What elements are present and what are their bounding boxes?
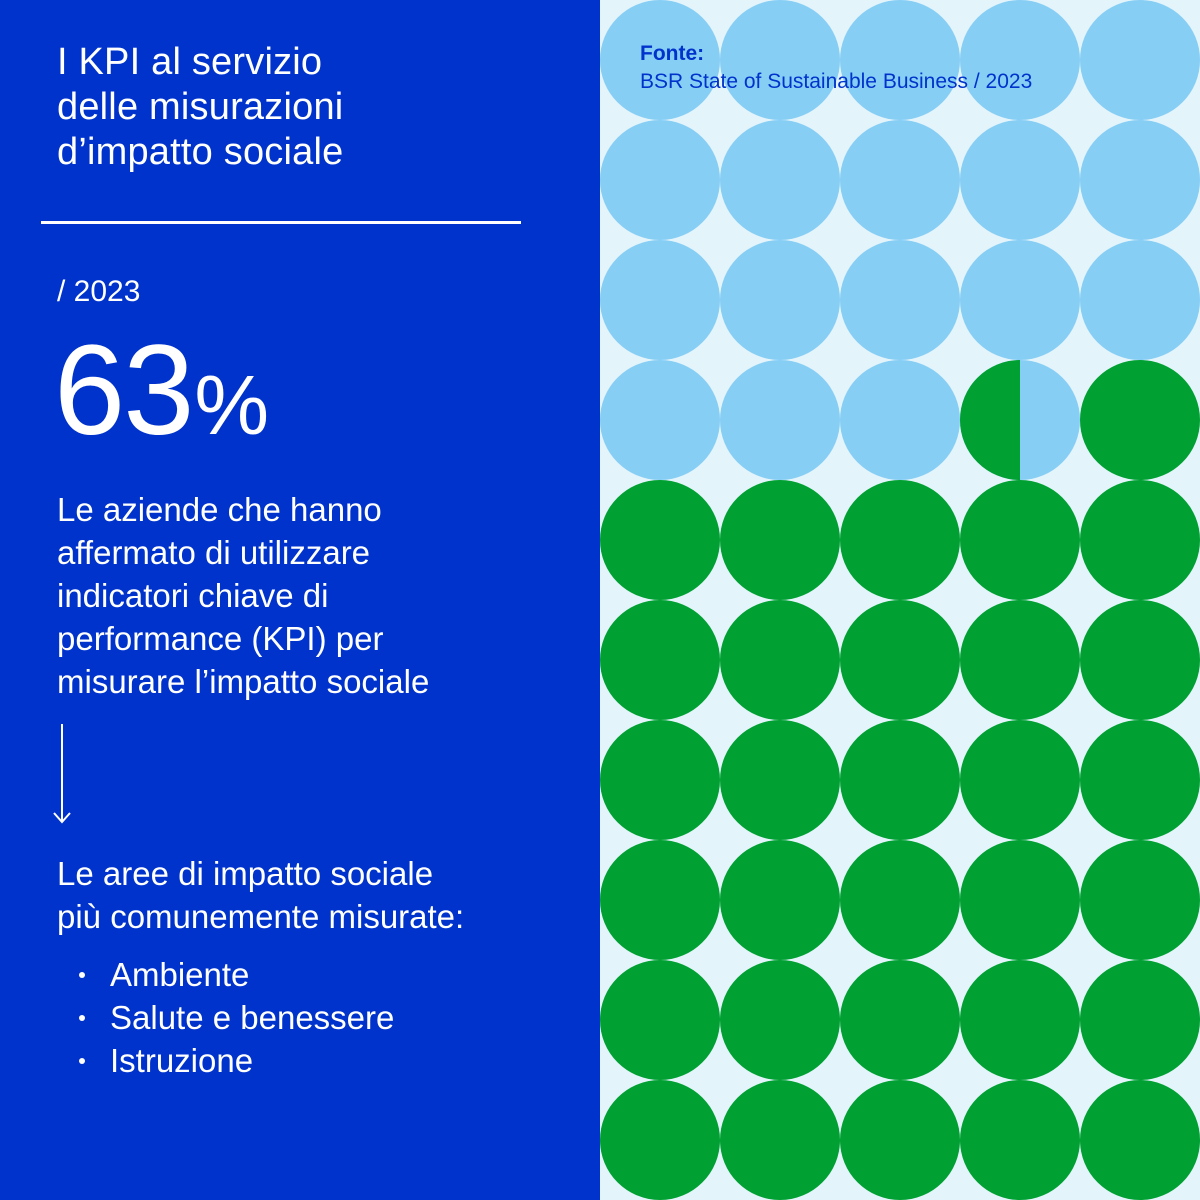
dot-filled — [960, 960, 1080, 1080]
bullet-icon — [79, 1015, 85, 1021]
areas-heading-line: più comunemente misurate: — [57, 898, 465, 935]
dot-filled — [1080, 480, 1200, 600]
dot-empty — [1080, 0, 1200, 120]
list-item-label: Ambiente — [110, 956, 250, 993]
dot-empty — [600, 240, 720, 360]
list-item: Salute e benessere — [57, 996, 394, 1039]
bullet-icon — [79, 1058, 85, 1064]
list-item-label: Istruzione — [110, 1042, 254, 1079]
dot-empty — [840, 120, 960, 240]
big-stat: 63% — [54, 326, 269, 470]
down-arrow-icon — [53, 724, 71, 824]
dot-filled — [720, 480, 840, 600]
stat-description: Le aziende che hanno affermato di utiliz… — [57, 488, 577, 703]
year-label: / 2023 — [57, 275, 141, 308]
dot-empty — [1080, 120, 1200, 240]
dot-filled — [1080, 960, 1200, 1080]
description-line: indicatori chiave di — [57, 577, 329, 614]
dot-filled — [600, 480, 720, 600]
list-item: Istruzione — [57, 1039, 394, 1082]
stat-number: 63 — [54, 319, 194, 462]
dot-filled — [720, 960, 840, 1080]
bullet-icon — [79, 972, 85, 978]
dot-filled — [600, 600, 720, 720]
dot-filled — [960, 720, 1080, 840]
dot-filled — [720, 840, 840, 960]
dot-filled — [600, 840, 720, 960]
dot-filled — [1080, 720, 1200, 840]
dot-empty — [720, 360, 840, 480]
left-panel: I KPI al servizio delle misurazioni d’im… — [41, 40, 587, 1082]
dot-filled — [720, 1080, 840, 1200]
areas-list: Ambiente Salute e benessere Istruzione — [57, 953, 394, 1082]
description-line: misurare l’impatto sociale — [57, 663, 430, 700]
title-line: I KPI al servizio — [57, 41, 323, 83]
source-label: Fonte: — [640, 42, 705, 65]
source-note: Fonte: BSR State of Sustainable Business… — [640, 40, 1032, 96]
dot-empty — [960, 120, 1080, 240]
list-item: Ambiente — [57, 953, 394, 996]
dot-filled — [960, 840, 1080, 960]
title-line: delle misurazioni — [57, 86, 344, 128]
dot-grid — [600, 0, 1200, 1200]
dot-empty — [1080, 240, 1200, 360]
areas-heading: Le aree di impatto sociale più comunemen… — [57, 852, 587, 938]
areas-heading-line: Le aree di impatto sociale — [57, 855, 434, 892]
dot-empty — [840, 360, 960, 480]
dot-filled — [840, 720, 960, 840]
dot-filled — [960, 1080, 1080, 1200]
dot-empty — [720, 0, 840, 120]
dot-filled — [840, 1080, 960, 1200]
dot-filled — [1080, 1080, 1200, 1200]
dot-filled — [840, 840, 960, 960]
dot-empty — [840, 240, 960, 360]
dot-filled — [840, 480, 960, 600]
list-item-label: Salute e benessere — [110, 999, 395, 1036]
title-line: d’impatto sociale — [57, 131, 344, 173]
dot-filled — [960, 600, 1080, 720]
divider — [41, 221, 521, 224]
dot-filled — [600, 720, 720, 840]
dot-grid-panel: Fonte: BSR State of Sustainable Business… — [600, 0, 1200, 1200]
description-line: affermato di utilizzare — [57, 534, 371, 571]
dot-filled — [1080, 360, 1200, 480]
dot-empty — [960, 240, 1080, 360]
dot-filled — [840, 960, 960, 1080]
dot-empty — [720, 120, 840, 240]
dot-empty — [600, 360, 720, 480]
dot-filled — [600, 1080, 720, 1200]
dot-empty — [960, 0, 1080, 120]
source-text: BSR State of Sustainable Business / 2023 — [640, 70, 1033, 93]
dot-filled — [1080, 600, 1200, 720]
dot-filled — [960, 480, 1080, 600]
page-title: I KPI al servizio delle misurazioni d’im… — [57, 40, 527, 175]
dot-filled — [600, 960, 720, 1080]
dot-empty — [720, 240, 840, 360]
stat-unit: % — [194, 358, 269, 452]
dot-filled — [1080, 840, 1200, 960]
dot-filled — [840, 600, 960, 720]
dot-partial-fill — [960, 360, 1020, 480]
description-line: performance (KPI) per — [57, 620, 384, 657]
dot-empty — [840, 0, 960, 120]
dot-filled — [720, 720, 840, 840]
dot-filled — [720, 600, 840, 720]
dot-empty — [600, 120, 720, 240]
description-line: Le aziende che hanno — [57, 491, 382, 528]
dot-empty — [600, 0, 720, 120]
